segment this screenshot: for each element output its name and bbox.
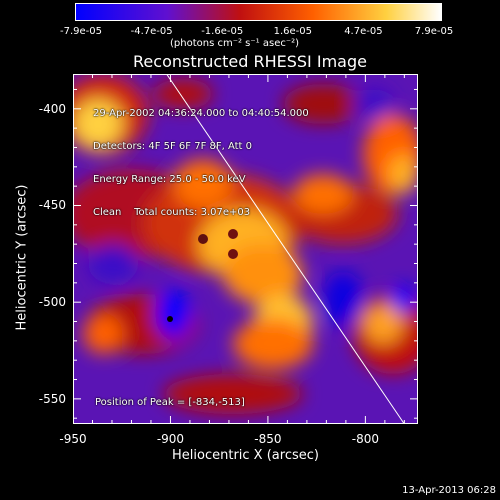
x-tick-label: -900 [156,432,185,446]
colorbar-tick-label: 1.6e-05 [273,26,312,37]
plot-title: Reconstructed RHESSI Image [133,52,367,71]
info-method: Clean Total counts: 3.07e+03 [93,207,251,218]
solar-limb-line [166,74,405,424]
peak-spot [167,316,173,322]
emission-map [73,74,418,414]
x-tick-label: -800 [351,432,379,446]
info-overlay: 29-Apr-2002 04:36:24.000 to 04:40:54.000… [93,86,309,240]
colorbar-tick-label: -4.7e-05 [130,26,173,37]
y-tick-label: -450 [38,198,66,213]
axis-tick-marks [73,74,418,424]
x-axis-label: Heliocentric X (arcsec) [172,448,319,463]
colorbar-tick-label: 7.9e-05 [414,26,454,37]
colorbar [75,3,442,21]
plot-frame [73,74,418,424]
colorbar-tick-label: 4.7e-05 [344,26,383,37]
colorbar-units: (photons cm⁻² s⁻¹ asec⁻²) [170,38,300,49]
solar-image-plot [73,74,418,424]
info-detectors: Detectors: 4F 5F 6F 7F 8F, Att 0 [93,141,253,152]
info-peak: Position of Peak = [-834,-513] [95,397,245,408]
colorbar-tick-label: -7.9e-05 [60,26,102,37]
y-axis-label: Heliocentric Y (arcsec) [14,184,30,331]
x-tick-label: -850 [254,432,282,446]
info-time-range: 29-Apr-2002 04:36:24.000 to 04:40:54.000 [93,108,309,119]
footer-timestamp: 13-Apr-2013 06:28 [402,485,496,496]
y-tick-label: -550 [38,391,66,406]
x-tick-label: -950 [59,432,87,446]
colorbar-tick-label: -1.6e-05 [201,26,244,37]
info-energy: Energy Range: 25.0 - 50.0 keV [93,174,246,185]
y-tick-label: -500 [38,295,66,310]
y-tick-label: -400 [38,101,66,116]
